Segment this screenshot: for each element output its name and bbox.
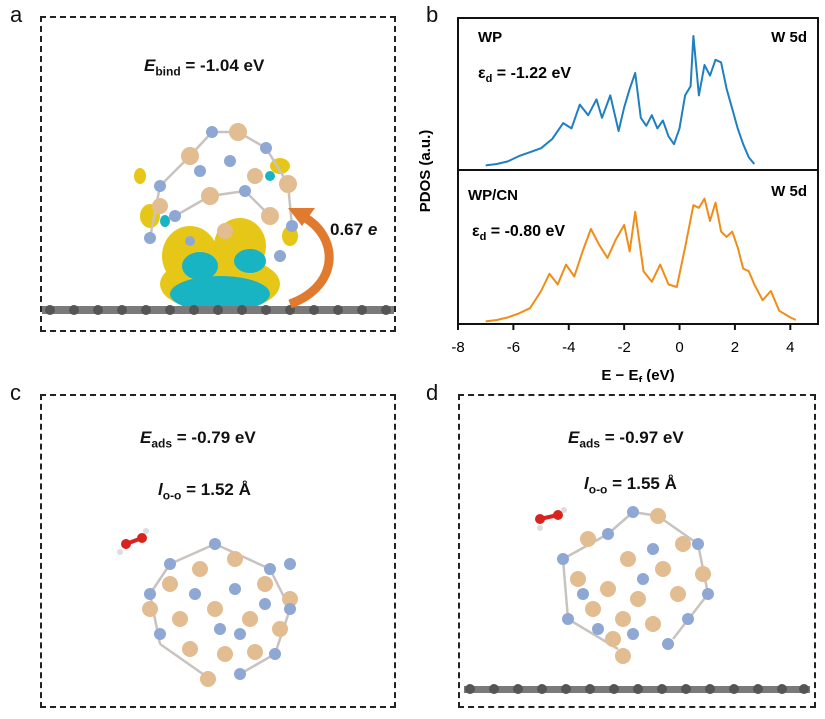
adsorption-energy-label-c: Eads = -0.79 eV: [140, 428, 256, 451]
panel-letter-c: c: [10, 380, 21, 405]
wp-orbital-label: W 5d: [771, 29, 807, 46]
x-tick-label: 0: [675, 339, 683, 356]
wpcn-label: WP/CN: [468, 187, 518, 204]
wpcn-d-band-center: εd = -0.80 eV: [472, 223, 565, 243]
adsorption-energy-label-d: Eads = -0.97 eV: [568, 428, 684, 451]
x-tick-label: 2: [731, 339, 739, 356]
oo-bond-length-label-d: lo-o = 1.55 Å: [584, 474, 677, 497]
isosurface-cyan: [160, 171, 275, 312]
adsorbed-ooh: [535, 507, 567, 531]
x-tick-label: -6: [507, 339, 520, 356]
panel-d-structure: [464, 506, 810, 694]
series-line-wp: [485, 35, 756, 167]
binding-energy-label: Ebind = -1.04 eV: [144, 56, 265, 79]
x-axis-label: E − Ef (eV): [601, 367, 674, 382]
tungsten-atoms: [144, 126, 298, 262]
panel-letter-d: d: [426, 380, 439, 405]
panel-letter-a: a: [10, 2, 23, 27]
adsorbed-ooh: [117, 528, 149, 555]
panel-letter-b: b: [426, 2, 439, 27]
panel-a-structure: [42, 123, 394, 315]
panel-c-frame: [40, 394, 396, 708]
phosphorus-atoms: [142, 551, 298, 687]
panel-c-structure: [117, 528, 298, 687]
x-tick-label: -4: [562, 339, 575, 356]
charge-transfer-label: 0.67 e: [330, 220, 378, 239]
panel-d-frame: [458, 394, 816, 708]
x-tick-label: 4: [786, 339, 794, 356]
phosphorus-atoms: [570, 508, 711, 664]
tungsten-atoms: [144, 538, 296, 680]
y-axis-label: PDOS (a.u.): [417, 130, 434, 213]
wpcn-orbital-label: W 5d: [771, 183, 807, 200]
panel-a-frame: [40, 16, 396, 332]
carbon-substrate: [464, 684, 810, 694]
charge-transfer-arrow: [288, 208, 334, 309]
x-tick-label: -2: [617, 339, 630, 356]
wp-label: WP: [478, 29, 502, 46]
phosphorus-atoms: [152, 123, 297, 239]
series-line-wp-cn: [485, 197, 797, 323]
carbon-substrate: [42, 305, 394, 315]
pdos-chart: -8 -6 -4 -2 0 2 4 PDOS (a.u.) E − Ef (eV) WP W…: [417, 17, 819, 382]
x-tick-label: -8: [451, 339, 464, 356]
tungsten-atoms: [557, 506, 714, 650]
oo-bond-length-label-c: lo-o = 1.52 Å: [158, 480, 251, 503]
wp-d-band-center: εd = -1.22 eV: [478, 65, 571, 85]
